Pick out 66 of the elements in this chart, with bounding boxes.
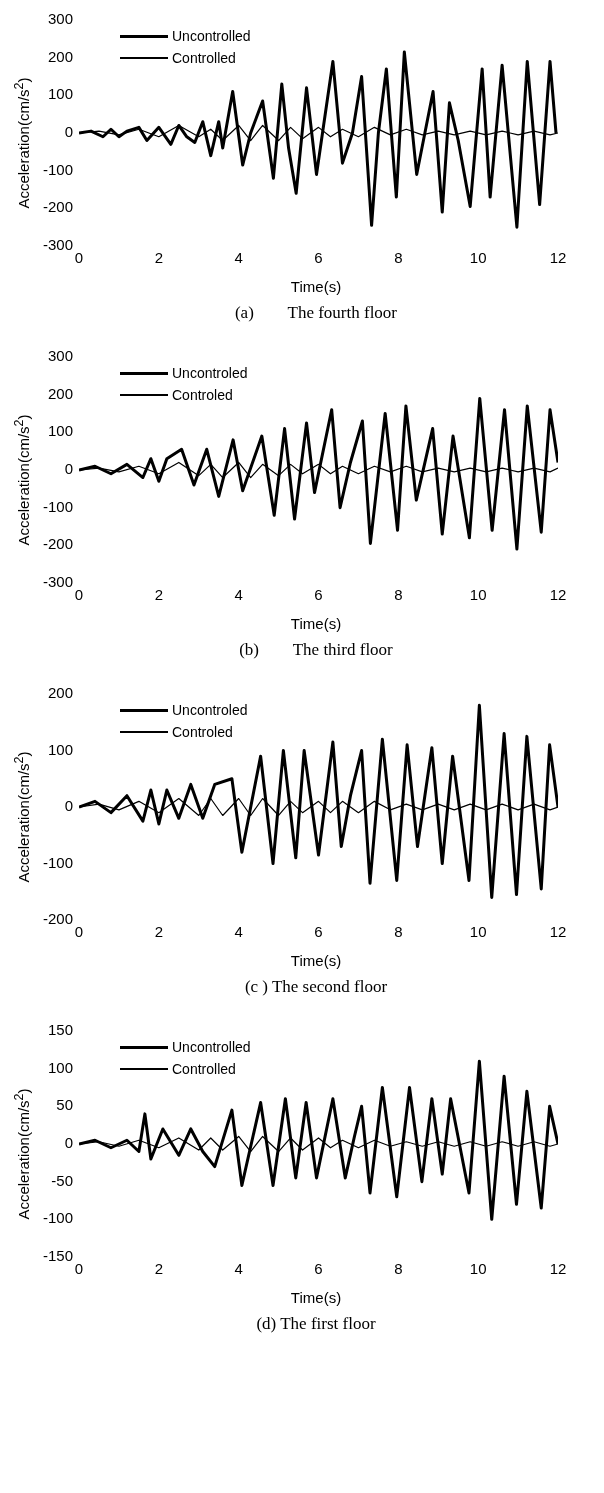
legend-label: Uncontroled: [172, 365, 248, 381]
legend-label: Controled: [172, 724, 233, 740]
x-tick-label: 6: [314, 1260, 323, 1278]
x-tick-label: 10: [469, 249, 487, 267]
x-tick-label: 10: [469, 1260, 487, 1278]
y-tick-label: 100: [47, 1058, 74, 1076]
legend-label: Controlled: [172, 1061, 236, 1077]
y-tick-label: -300: [42, 573, 74, 591]
y-tick-label: -300: [42, 236, 74, 254]
x-axis-title: Time(s): [289, 615, 343, 632]
x-tick-label: 12: [549, 586, 567, 604]
x-tick-label: 6: [314, 586, 323, 604]
x-tick-label: 12: [549, 249, 567, 267]
y-tick-label: 200: [47, 47, 74, 65]
x-tick-label: 8: [394, 1260, 403, 1278]
x-tick-label: 4: [234, 249, 243, 267]
y-tick-label: -200: [42, 198, 74, 216]
y-tick-label: 150: [47, 1021, 74, 1039]
x-tick-label: 2: [154, 923, 164, 941]
text: (c ) The second floor: [243, 977, 389, 997]
legend-label: Controled: [172, 387, 233, 403]
x-tick-label: 4: [234, 923, 243, 941]
y-tick-label: 0: [64, 797, 74, 815]
y-tick-label: 100: [47, 740, 74, 758]
y-tick-label: 0: [64, 123, 74, 141]
y-tick-label: 100: [47, 422, 74, 440]
y-tick-label: -100: [42, 160, 74, 178]
legend-label: Uncontrolled: [172, 1039, 251, 1055]
y-tick-label: -150: [42, 1247, 74, 1265]
y-tick-label: -50: [51, 1171, 74, 1189]
text: (b) The third floor: [238, 640, 394, 660]
y-tick-label: 0: [64, 460, 74, 478]
legend-label: Controlled: [172, 50, 236, 66]
y-tick-label: 200: [47, 684, 74, 702]
x-tick-label: 2: [154, 586, 164, 604]
x-axis-title: Time(s): [289, 1289, 343, 1306]
y-tick-label: -100: [42, 497, 74, 515]
x-tick-label: 2: [154, 249, 164, 267]
x-tick-label: 4: [234, 586, 243, 604]
x-tick-label: 12: [549, 923, 567, 941]
text: (a) The fourth floor: [233, 303, 399, 323]
y-tick-label: 50: [56, 1096, 74, 1114]
x-tick-label: 8: [394, 586, 403, 604]
legend-label: Uncontrolled: [172, 28, 251, 44]
x-tick-label: 8: [394, 249, 403, 267]
x-tick-label: 6: [314, 249, 323, 267]
x-tick-label: 12: [549, 1260, 567, 1278]
legend-label: Uncontroled: [172, 702, 248, 718]
x-tick-label: 10: [469, 923, 487, 941]
x-tick-label: 8: [394, 923, 403, 941]
y-tick-label: -200: [42, 535, 74, 553]
y-tick-label: 100: [47, 85, 74, 103]
text: (d) The first floor: [255, 1314, 377, 1334]
y-tick-label: -100: [42, 853, 74, 871]
x-tick-label: 6: [314, 923, 323, 941]
y-tick-label: 0: [64, 1134, 74, 1152]
y-tick-label: -200: [42, 910, 74, 928]
x-tick-label: 10: [469, 586, 487, 604]
x-axis-title: Time(s): [289, 952, 343, 969]
x-tick-label: 2: [154, 1260, 164, 1278]
y-tick-label: 300: [47, 10, 74, 28]
x-tick-label: 4: [234, 1260, 243, 1278]
y-tick-label: 200: [47, 384, 74, 402]
y-tick-label: -100: [42, 1209, 74, 1227]
y-tick-label: 300: [47, 347, 74, 365]
x-axis-title: Time(s): [289, 278, 343, 295]
